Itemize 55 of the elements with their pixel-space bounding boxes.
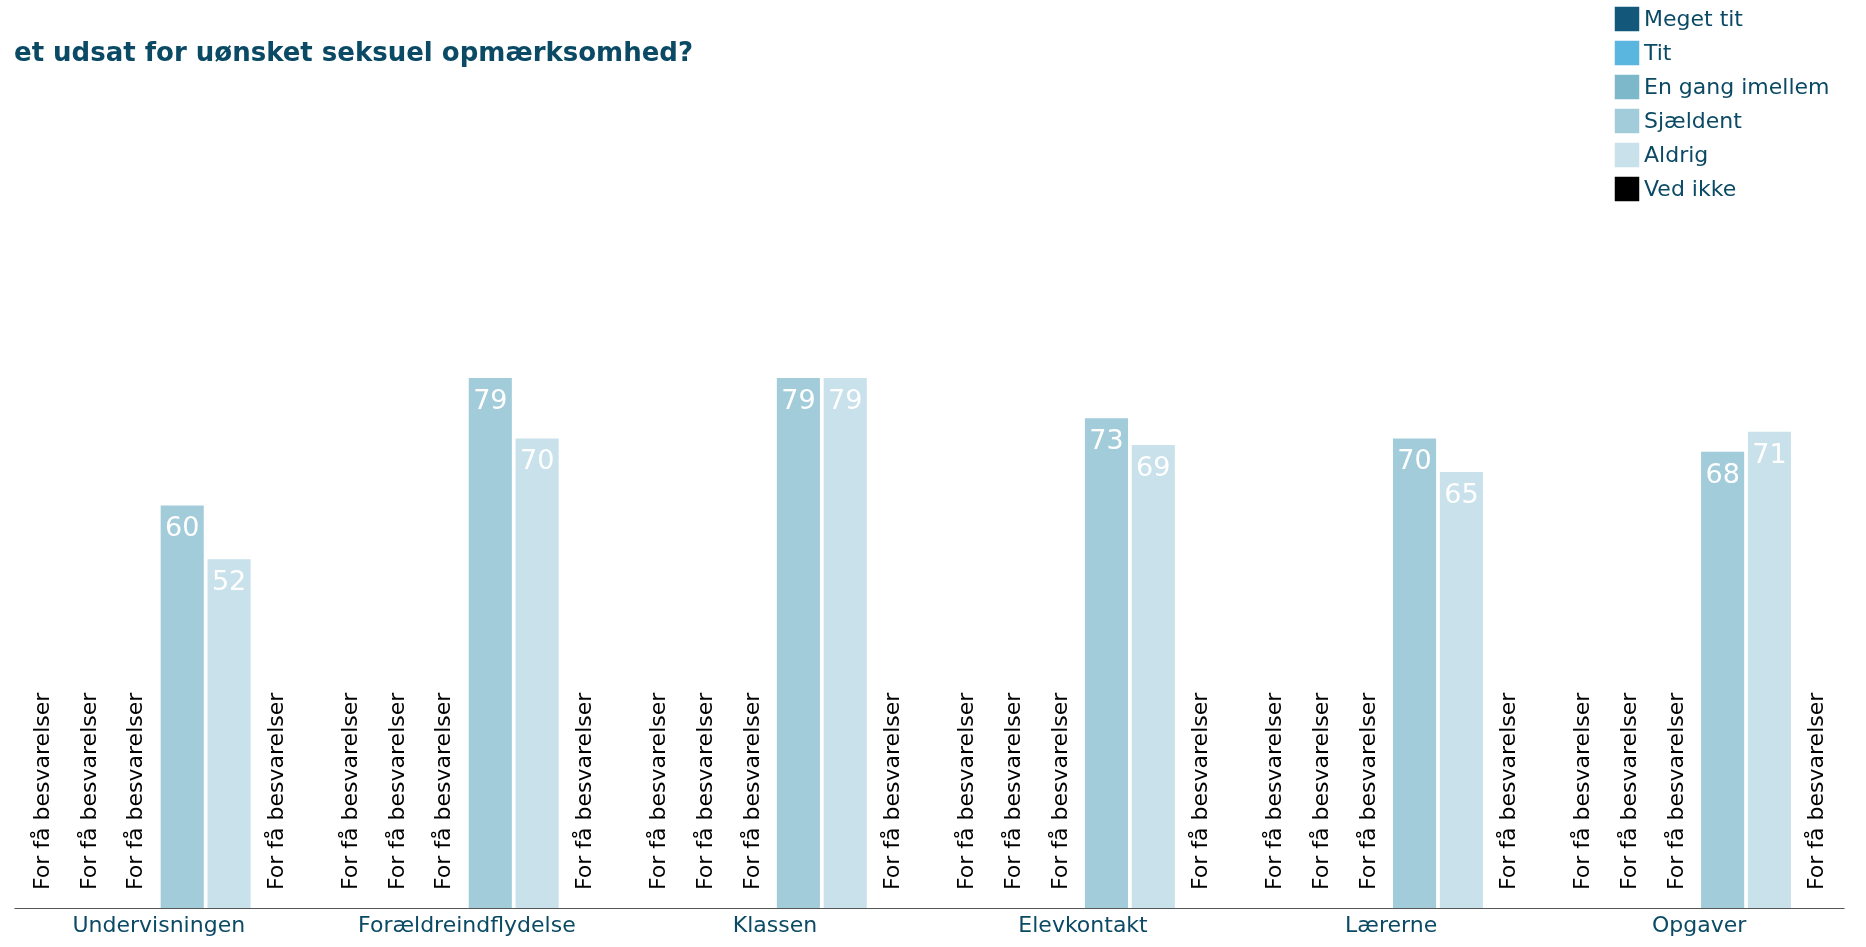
- text: For få besvarelser: [1569, 692, 1595, 890]
- text: For få besvarelser: [1803, 692, 1829, 890]
- legend-label: Sjældent: [1644, 108, 1743, 133]
- legend-label: Aldrig: [1644, 142, 1709, 167]
- data-label: 79: [473, 384, 508, 415]
- text: For få besvarelser: [952, 692, 978, 890]
- x-tick-label: Opgaver: [1652, 911, 1748, 937]
- bar: [1392, 438, 1437, 908]
- bar: [515, 438, 559, 908]
- text: For få besvarelser: [1495, 692, 1521, 890]
- text: For få besvarelser: [999, 692, 1025, 890]
- chart-title: et udsat for uønsket seksuel opmærksomhed?: [14, 37, 694, 67]
- text: For få besvarelser: [1261, 692, 1287, 890]
- data-label: 68: [1705, 457, 1740, 489]
- bar: [468, 378, 512, 908]
- data-label: 79: [781, 384, 816, 415]
- text: For få besvarelser: [1187, 692, 1213, 890]
- text: For få besvarelser: [1615, 692, 1641, 890]
- text: For få besvarelser: [644, 692, 670, 890]
- x-tick-label: Lærerne: [1345, 911, 1438, 937]
- bar: [1439, 471, 1483, 908]
- text: For få besvarelser: [1354, 692, 1380, 890]
- text: For få besvarelser: [738, 692, 764, 890]
- data-label: 70: [1397, 444, 1432, 476]
- legend-label: Meget tit: [1644, 6, 1744, 31]
- bar: [823, 378, 867, 908]
- data-label: 73: [1089, 424, 1124, 456]
- text: For få besvarelser: [336, 692, 362, 890]
- text: For få besvarelser: [122, 692, 148, 890]
- x-tick-label: Undervisningen: [72, 911, 246, 937]
- x-tick-label: Forældreindflydelse: [358, 911, 576, 937]
- x-tick-label: Elevkontakt: [1018, 911, 1149, 937]
- x-tick-label: Klassen: [732, 911, 818, 937]
- bar: [776, 378, 820, 908]
- legend-label: Tit: [1643, 40, 1672, 65]
- text: For få besvarelser: [262, 692, 288, 890]
- legend-label: Ved ikke: [1644, 176, 1737, 201]
- bar: [1701, 451, 1745, 908]
- bar: [1084, 418, 1128, 908]
- text: For få besvarelser: [1307, 692, 1333, 890]
- text: For få besvarelser: [879, 692, 905, 890]
- text: For få besvarelser: [383, 692, 409, 890]
- text: For få besvarelser: [691, 692, 717, 890]
- text: For få besvarelser: [430, 692, 456, 890]
- bar: [1131, 445, 1175, 908]
- legend-label: En gang imellem: [1644, 74, 1830, 99]
- bar: [207, 559, 251, 908]
- text: For få besvarelser: [570, 692, 596, 890]
- bar: [160, 505, 204, 908]
- text: For få besvarelser: [28, 692, 54, 890]
- text: For få besvarelser: [75, 692, 101, 890]
- text: For få besvarelser: [1046, 692, 1072, 890]
- data-label: 60: [165, 511, 200, 543]
- bar: [1747, 431, 1791, 908]
- text: For få besvarelser: [1662, 692, 1688, 890]
